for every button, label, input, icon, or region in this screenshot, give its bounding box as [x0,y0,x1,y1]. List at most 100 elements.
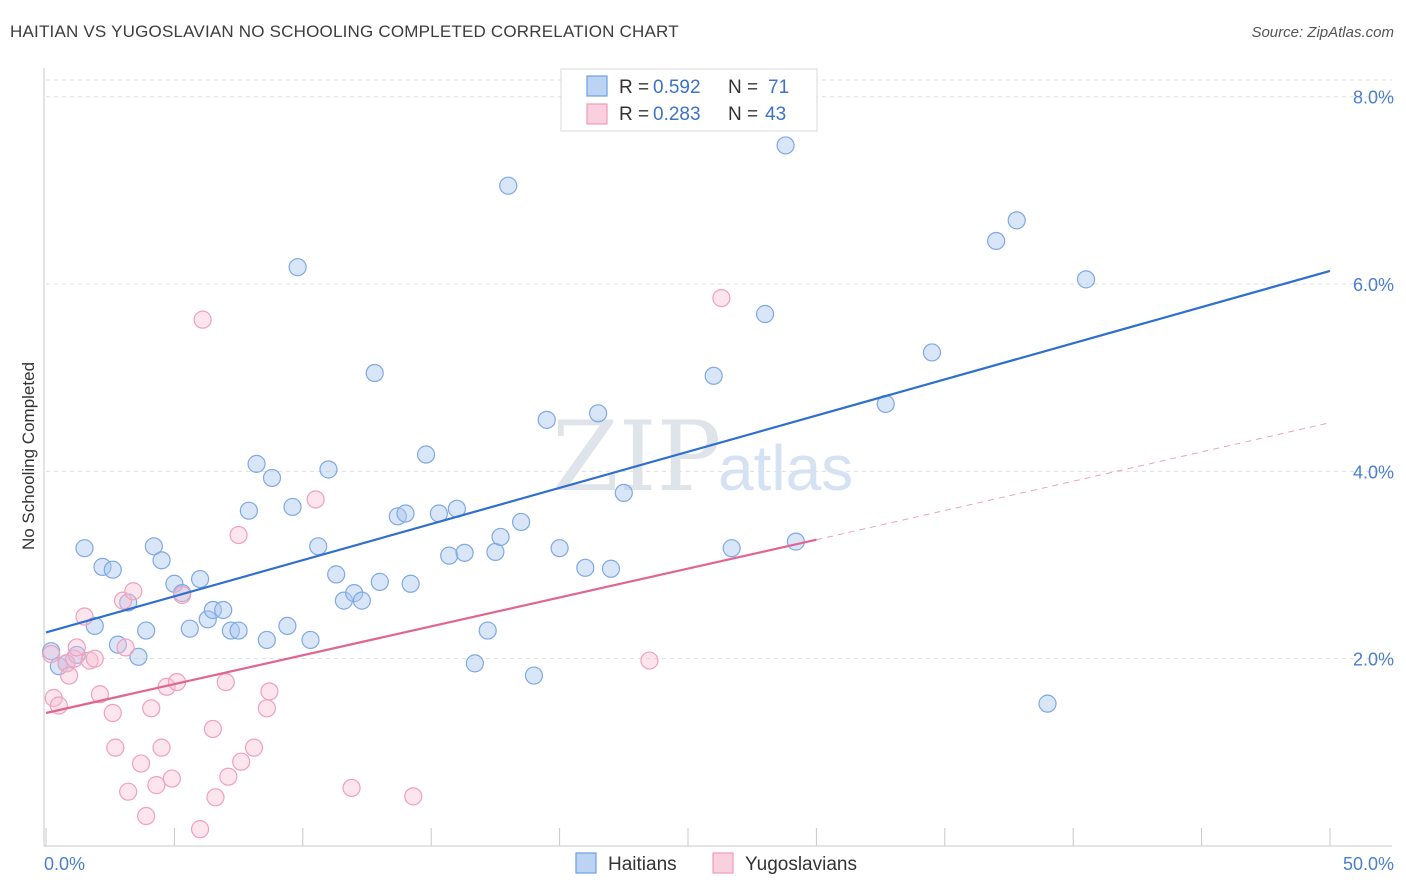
haitians-point-4 [85,616,104,636]
series-yugoslavians [42,288,731,839]
yugoslavians-point-34 [244,738,264,757]
yugoslavians-point-40 [640,651,659,670]
bottom-legend-swatch-haitians [575,852,597,874]
haitians-point-70 [1076,270,1096,289]
haitians-point-41 [401,574,420,593]
y-axis-title: No Schooling Completed [19,362,38,550]
haitians-point-62 [755,304,775,324]
haitians-point-35 [345,584,364,603]
legend-r-label-2: R = [619,104,649,125]
haitians-point-68 [1007,211,1026,230]
yugoslavians-point-11 [103,703,122,723]
haitians-point-46 [455,543,474,562]
haitians-point-44 [440,546,459,565]
y-tick-label-2: 6.0% [1353,275,1394,295]
yugoslavians-point-16 [124,582,143,601]
yugoslavians-point-27 [193,310,212,329]
legend-n-value-1: 71 [768,77,789,98]
haitians-point-53 [524,666,544,685]
bottom-legend-swatch-yugoslavians [712,852,734,874]
yugoslavians-point-31 [219,767,238,786]
y-tick-labels: 2.0% 4.0% 6.0% 8.0% [1353,88,1394,670]
legend-swatch-haitians [586,75,608,97]
haitians-point-6 [93,557,112,576]
haitians-point-56 [576,558,595,577]
haitians-point-59 [614,483,633,503]
legend-r-value-2: 0.283 [653,104,701,125]
haitians-point-57 [589,404,608,423]
haitians-point-27 [278,616,297,636]
series-legend: Haitians Yugoslavians [575,852,857,875]
yugoslavians-point-38 [342,778,361,798]
yugoslavians-point-41 [712,288,731,308]
haitians-point-32 [319,460,338,479]
haitians-point-54 [537,410,556,429]
haitians-point-24 [247,454,266,473]
axes [43,68,1392,847]
source-label: Source: ZipAtlas.com [1251,24,1394,41]
y-tick-label-0: 2.0% [1353,650,1394,670]
y-tick-label-1: 4.0% [1353,462,1394,482]
haitians-point-12 [144,537,163,556]
yugoslavians-point-14 [116,638,135,657]
yugoslavians-point-30 [216,672,235,692]
haitians-point-25 [257,630,276,650]
haitians-point-67 [987,231,1006,251]
x-tick-max: 50.0% [1343,854,1394,874]
watermark: ZIP atlas [552,401,853,513]
correlation-legend: R = 0.592 N = 71 R = 0.283 N = 43 [560,68,818,132]
yugoslavians-point-35 [257,699,276,718]
yugoslavians-trendline-extension [816,422,1331,541]
haitians-point-30 [301,630,320,650]
haitians-point-63 [776,136,795,155]
yugoslavians-point-17 [131,754,151,773]
watermark-atlas: atlas [718,432,853,504]
legend-n-label-1: N = [728,77,758,98]
yugoslavians-point-10 [90,685,110,704]
haitians-point-55 [550,539,569,558]
haitians-point-37 [365,363,384,383]
yugoslavians-point-15 [119,782,138,801]
haitians-point-40 [396,504,415,523]
yugoslavians-point-4 [60,666,79,685]
legend-swatch-yugoslavians [586,103,608,125]
yugoslavians-point-26 [190,820,210,839]
haitians-point-33 [327,565,346,584]
haitians-point-23 [239,501,258,520]
yugoslavians-point-21 [152,738,171,757]
haitians-point-21 [221,621,240,640]
y-tick-label-3: 8.0% [1353,88,1394,108]
yugoslavians-point-0 [42,644,61,664]
haitians-point-34 [334,591,353,610]
haitians-point-60 [704,366,723,385]
yugoslavians-trendline [45,538,817,715]
haitians-point-48 [478,621,497,640]
yugoslavians-point-19 [142,699,161,718]
haitians-point-47 [465,654,484,673]
haitians-point-38 [370,572,389,591]
haitians-point-5 [75,539,94,558]
haitians-point-20 [214,600,233,620]
haitians-point-26 [262,468,282,488]
yugoslavians-point-36 [260,682,279,701]
yugoslavians-point-39 [404,787,423,806]
haitians-point-69 [1038,694,1057,713]
haitians-point-36 [352,591,371,610]
yugoslavians-point-23 [162,769,181,788]
haitians-point-58 [601,559,621,578]
haitians-point-28 [283,497,302,517]
bottom-legend-yugoslavians: Yugoslavians [745,854,857,875]
haitians-point-31 [309,537,328,556]
haitians-point-22 [229,621,248,640]
yugoslavians-point-12 [106,738,125,757]
haitians-point-51 [499,176,518,195]
bottom-legend-haitians: Haitians [608,854,677,875]
yugoslavians-point-32 [229,525,248,545]
haitians-point-7 [103,560,122,579]
haitians-point-10 [129,647,148,666]
yugoslavians-point-13 [113,591,133,610]
haitians-point-13 [152,551,171,570]
trend-layer [45,269,1331,715]
haitians-point-16 [180,619,199,638]
